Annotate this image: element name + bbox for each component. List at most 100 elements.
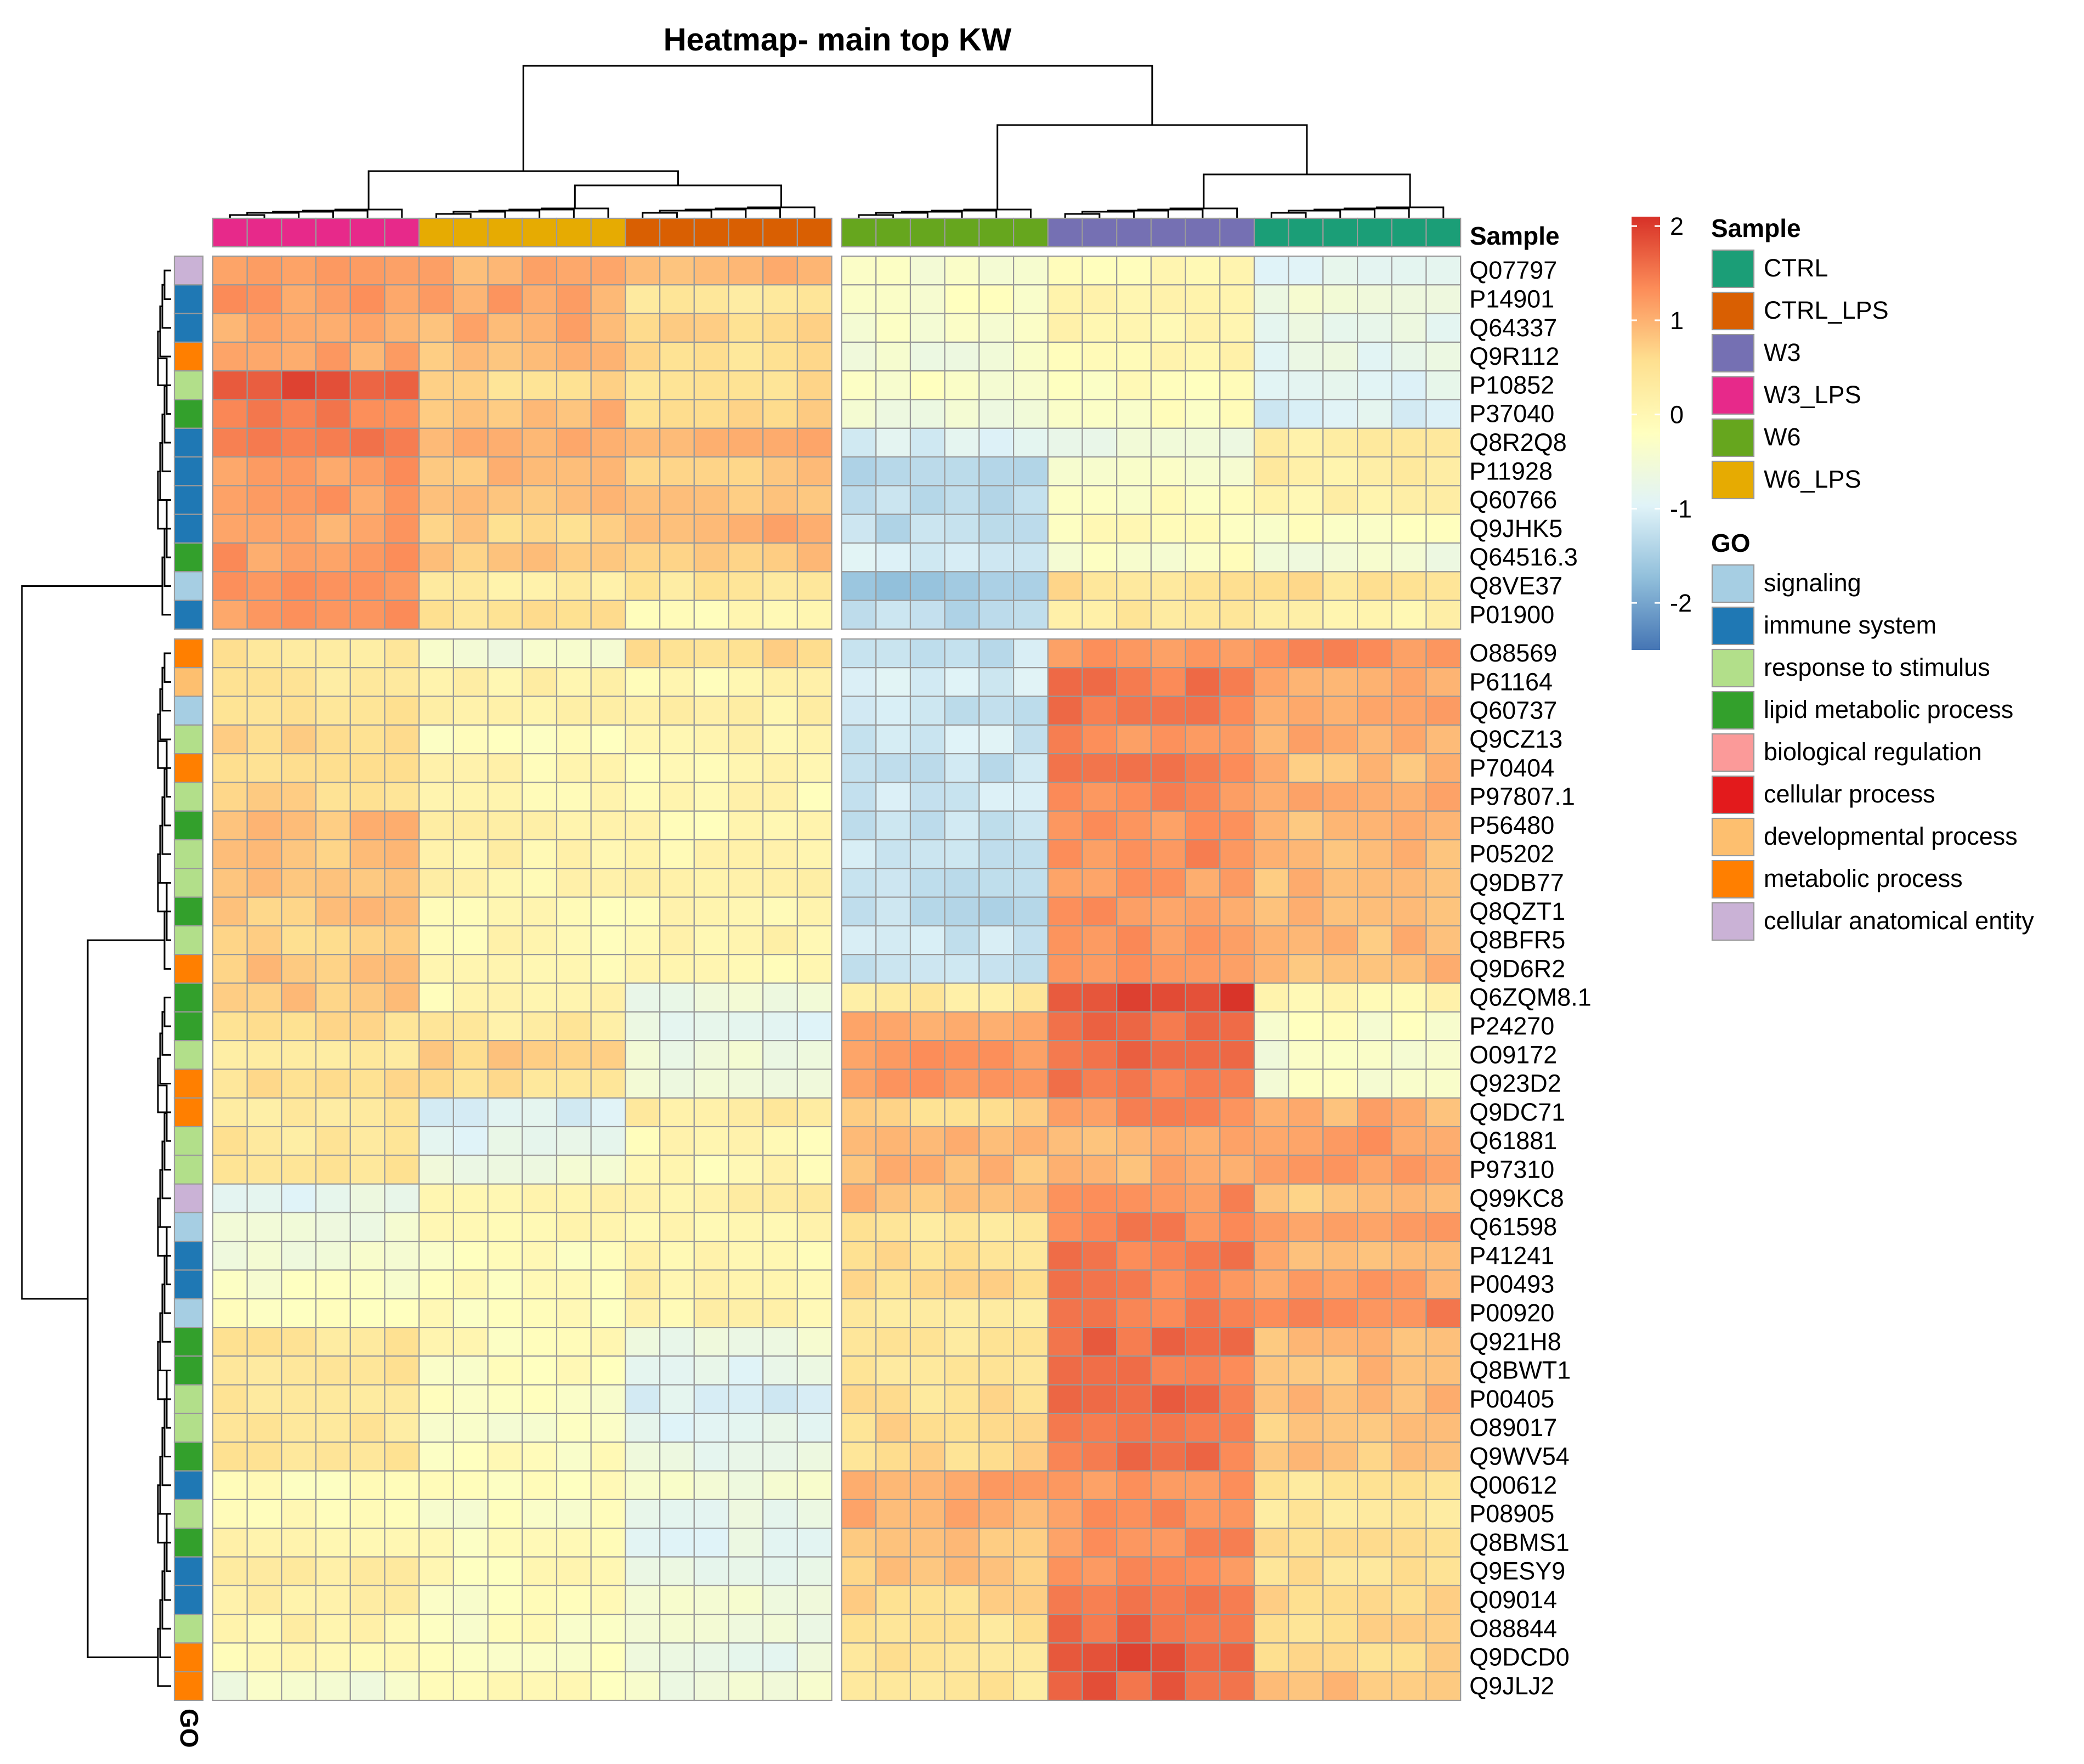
heatmap-cell: [1012, 456, 1049, 487]
heatmap-cell: [315, 1671, 351, 1701]
heatmap-cell: [590, 1470, 626, 1501]
heatmap-cell: [246, 1642, 282, 1672]
heatmap-cell: [1081, 724, 1118, 755]
heatmap-cell: [1391, 638, 1427, 669]
heatmap-cell: [1012, 1671, 1049, 1701]
heatmap-cell: [212, 724, 248, 755]
heatmap-cell: [1288, 1011, 1324, 1042]
heatmap-cell: [1047, 427, 1083, 458]
heatmap-cell: [418, 954, 455, 984]
heatmap-cell: [1322, 724, 1358, 755]
heatmap-cell: [556, 1499, 592, 1529]
heatmap-cell: [349, 696, 386, 726]
heatmap-cell: [281, 1384, 317, 1415]
row-dendrogram-branch: [163, 997, 171, 1027]
heatmap-cell: [315, 667, 351, 697]
color-scale-bar: [1632, 217, 1660, 650]
heatmap-cell: [522, 839, 558, 869]
go-annotation-cell: [173, 782, 204, 812]
heatmap-cell: [452, 255, 489, 286]
heatmap-cell: [212, 600, 248, 630]
heatmap-cell: [693, 782, 729, 812]
heatmap-cell: [625, 1269, 661, 1299]
heatmap-cell: [315, 1212, 351, 1242]
heatmap-cell: [418, 1155, 455, 1185]
go-annotation-cell: [173, 667, 204, 697]
heatmap-cell: [556, 638, 592, 669]
heatmap-cell: [1322, 1097, 1358, 1128]
row-label: O09172: [1469, 1041, 1557, 1068]
heatmap-cell: [315, 513, 351, 544]
heatmap-cell: [1219, 1212, 1255, 1242]
heatmap-cell: [1288, 724, 1324, 755]
heatmap-cell: [384, 925, 420, 956]
heatmap-cell: [246, 667, 282, 697]
heatmap-cell: [1185, 925, 1221, 956]
heatmap-cell: [522, 1441, 558, 1472]
heatmap-cell: [1425, 724, 1462, 755]
heatmap-cell: [1288, 896, 1324, 926]
heatmap-cell: [841, 868, 877, 898]
heatmap-cell: [978, 1441, 1015, 1472]
heatmap-cell: [487, 427, 523, 458]
heatmap-cell: [1185, 600, 1221, 630]
sample-annotation-cell: [693, 217, 729, 248]
heatmap-cell: [212, 1011, 248, 1042]
heatmap-cell: [978, 782, 1015, 812]
heatmap-cell: [659, 1412, 695, 1443]
heatmap-cell: [1150, 896, 1186, 926]
heatmap-cell: [1391, 1412, 1427, 1443]
heatmap-cell: [875, 638, 911, 669]
heatmap-cell: [349, 954, 386, 984]
heatmap-cell: [452, 1327, 489, 1357]
heatmap-cell: [1012, 1412, 1049, 1443]
heatmap-cell: [487, 1355, 523, 1386]
heatmap-cell: [212, 313, 248, 343]
heatmap-cell: [384, 667, 420, 697]
heatmap-cell: [1391, 1212, 1427, 1242]
heatmap-cell: [1081, 1384, 1118, 1415]
heatmap-cell: [452, 839, 489, 869]
heatmap-cell: [1150, 839, 1186, 869]
heatmap-cell: [1047, 1528, 1083, 1558]
heatmap-cell: [659, 1355, 695, 1386]
heatmap-cell: [1253, 1355, 1289, 1386]
heatmap-cell: [315, 982, 351, 1013]
heatmap-cell: [384, 341, 420, 372]
row-dendrogram-branch: [161, 666, 171, 712]
heatmap-cell: [1116, 1126, 1152, 1156]
heatmap-cell: [384, 1269, 420, 1299]
heatmap-cell: [625, 1585, 661, 1615]
heatmap-cell: [212, 753, 248, 783]
heatmap-cell: [875, 341, 911, 372]
heatmap-cell: [1150, 1269, 1186, 1299]
heatmap-cell: [909, 284, 945, 314]
go-annotation-cell: [173, 1671, 204, 1701]
heatmap-cell: [1288, 341, 1324, 372]
heatmap-cell: [693, 1671, 729, 1701]
heatmap-cell: [212, 696, 248, 726]
go-annotation-cell: [173, 1470, 204, 1501]
heatmap-cell: [1322, 427, 1358, 458]
sample-legend-swatch: [1711, 333, 1755, 373]
heatmap-cell: [1391, 1097, 1427, 1128]
heatmap-cell: [1047, 896, 1083, 926]
heatmap-cell: [796, 982, 833, 1013]
heatmap-cell: [1425, 255, 1462, 286]
heatmap-cell: [944, 1470, 980, 1501]
heatmap-cell: [944, 341, 980, 372]
heatmap-cell: [1288, 1441, 1324, 1472]
heatmap-cell: [418, 571, 455, 601]
heatmap-cell: [1288, 284, 1324, 314]
heatmap-cell: [659, 753, 695, 783]
heatmap-cell: [659, 1155, 695, 1185]
heatmap-cell: [315, 1269, 351, 1299]
heatmap-cell: [762, 896, 798, 926]
heatmap-cell: [246, 1384, 282, 1415]
sample-annotation-cell: [418, 217, 455, 248]
heatmap-cell: [944, 667, 980, 697]
heatmap-cell: [281, 255, 317, 286]
heatmap-cell: [1425, 284, 1462, 314]
heatmap-cell: [590, 1441, 626, 1472]
heatmap-cell: [875, 255, 911, 286]
